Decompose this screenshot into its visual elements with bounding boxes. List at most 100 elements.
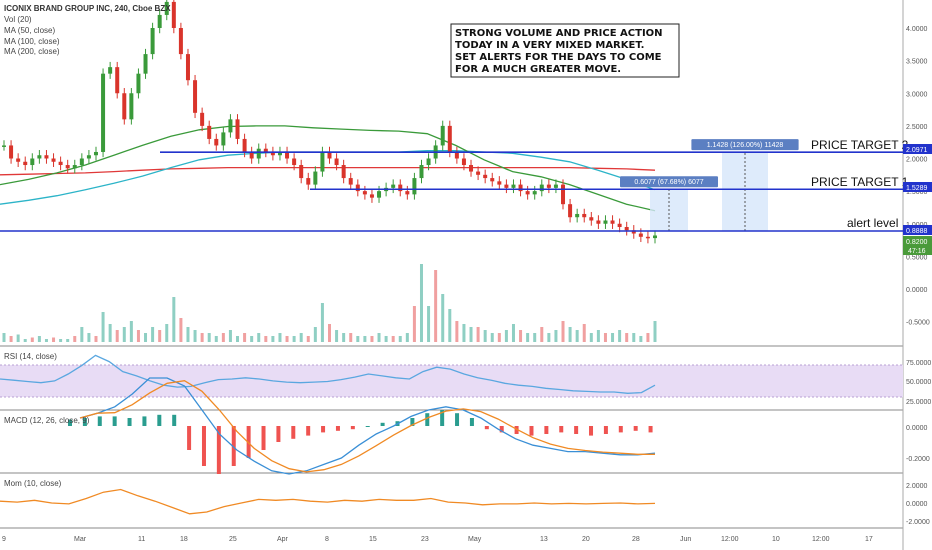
candle-body — [596, 220, 601, 224]
candle-body — [348, 178, 353, 185]
volume-bar — [462, 324, 466, 342]
volume-bar — [476, 327, 480, 342]
candle-body — [398, 184, 403, 192]
candle-body — [624, 227, 629, 231]
volume-bar — [519, 330, 523, 342]
macd-histogram-bar — [484, 426, 489, 430]
candle-body — [610, 220, 615, 224]
volume-bar — [73, 336, 77, 342]
volume-bar — [342, 333, 346, 342]
volume-bar — [144, 333, 148, 342]
volume-bar — [490, 333, 494, 342]
volume-bar — [575, 330, 579, 342]
measure-box — [722, 152, 768, 232]
pane-tick-label: 50.0000 — [906, 379, 931, 386]
macd-histogram-bar — [261, 426, 266, 450]
volume-bar — [66, 339, 70, 342]
macd-histogram-bar — [618, 426, 623, 433]
volume-bar — [497, 333, 501, 342]
price-tick-label: 1.5000 — [906, 189, 928, 196]
volume-bar — [115, 330, 119, 342]
candle-body — [270, 151, 275, 156]
macd-histogram-bar — [112, 416, 117, 426]
volume-bar — [313, 327, 317, 342]
macd-histogram-bar — [97, 416, 102, 426]
macd-histogram-bar — [321, 426, 326, 433]
candle-body — [454, 151, 459, 159]
candle-body — [469, 165, 474, 172]
volume-bar — [646, 333, 650, 342]
time-tick-label: Apr — [277, 536, 289, 543]
time-tick-label: 25 — [229, 536, 237, 543]
momentum-line — [0, 488, 656, 515]
ma-red-line — [0, 166, 656, 176]
time-tick-label: 8 — [325, 536, 329, 543]
time-tick-label: 11 — [138, 536, 145, 543]
price-axis-ticks: 4.00003.50003.00002.50002.00001.50001.00… — [906, 26, 931, 526]
annotation-note[interactable]: STRONG VOLUME AND PRICE ACTION TODAY IN … — [450, 23, 680, 78]
macd-histogram-bar — [172, 414, 177, 426]
candle-body — [355, 184, 360, 192]
candle-body — [242, 138, 247, 152]
candle-body — [65, 165, 70, 169]
level-lines[interactable] — [0, 151, 903, 232]
candle-body — [653, 235, 657, 239]
time-tick-label: 20 — [582, 536, 590, 543]
candle-body — [645, 236, 650, 239]
volume-bar — [653, 321, 657, 342]
volume-bar — [16, 334, 20, 342]
candle-body — [157, 14, 162, 28]
chart-header: ICONIX BRAND GROUP INC, 240, Cboe BZX Vo… — [4, 4, 171, 56]
volume-bar — [582, 324, 586, 342]
candle-body — [525, 191, 530, 195]
candle-body — [2, 145, 6, 147]
indicator-ma100: MA (100, close) — [4, 37, 60, 46]
candle-body — [228, 119, 233, 133]
rsi-line — [0, 354, 656, 394]
volume-bar — [511, 324, 515, 342]
candle-body — [440, 125, 445, 146]
price-candles — [2, 0, 657, 244]
alert-price-tag-text: 0.8888 — [906, 228, 928, 235]
volume-bar — [441, 294, 445, 342]
ma-green-line — [0, 125, 656, 212]
candle-body — [93, 151, 98, 156]
candle-body — [518, 184, 523, 192]
macd-histogram-bar — [201, 426, 206, 466]
candle-body — [235, 119, 240, 139]
measure-label: 1.1428 (126.00%) 11428 — [707, 142, 784, 149]
time-tick-label: 9 — [2, 536, 6, 543]
macd-histogram-bar — [127, 418, 132, 426]
macd-histogram-bar — [574, 426, 579, 434]
measure-label: 0.6077 (67.68%) 6077 — [634, 179, 703, 186]
volume-bar — [278, 333, 282, 342]
time-tick-label: May — [468, 536, 482, 543]
candle-body — [617, 223, 622, 228]
candle-body — [178, 28, 183, 55]
measure-label-box — [620, 176, 718, 188]
annotation-line-4: FOR A MUCH GREATER MOVE. — [455, 64, 621, 75]
candle-body — [412, 178, 417, 195]
candle-body — [377, 191, 382, 198]
candle-body — [369, 194, 374, 198]
mom-title: Mom (10, close) — [4, 479, 62, 488]
volume-bar — [554, 330, 558, 342]
price-tick-label: 3.0000 — [906, 91, 928, 98]
volume-bar — [200, 333, 204, 342]
macd-histogram-bar — [544, 426, 549, 434]
volume-bar — [540, 327, 544, 342]
measure-tools[interactable]: 0.6077 (67.68%) 6077 1.1428 (126.00%) 114… — [620, 139, 799, 232]
pane-tick-label: 2.0000 — [906, 483, 928, 490]
annotation-line-3: SET ALERTS FOR THE DAYS TO COME — [455, 52, 662, 63]
candle-body — [334, 158, 339, 166]
volume-bar — [59, 339, 63, 342]
alert-level-label: alert level — [847, 216, 898, 230]
volume-bar — [434, 270, 438, 342]
volume-bar — [398, 336, 402, 342]
volume-bar — [603, 333, 607, 342]
candle-body — [391, 184, 396, 188]
candle-body — [44, 155, 49, 159]
volume-bar — [370, 336, 374, 342]
candle-body — [214, 138, 219, 146]
